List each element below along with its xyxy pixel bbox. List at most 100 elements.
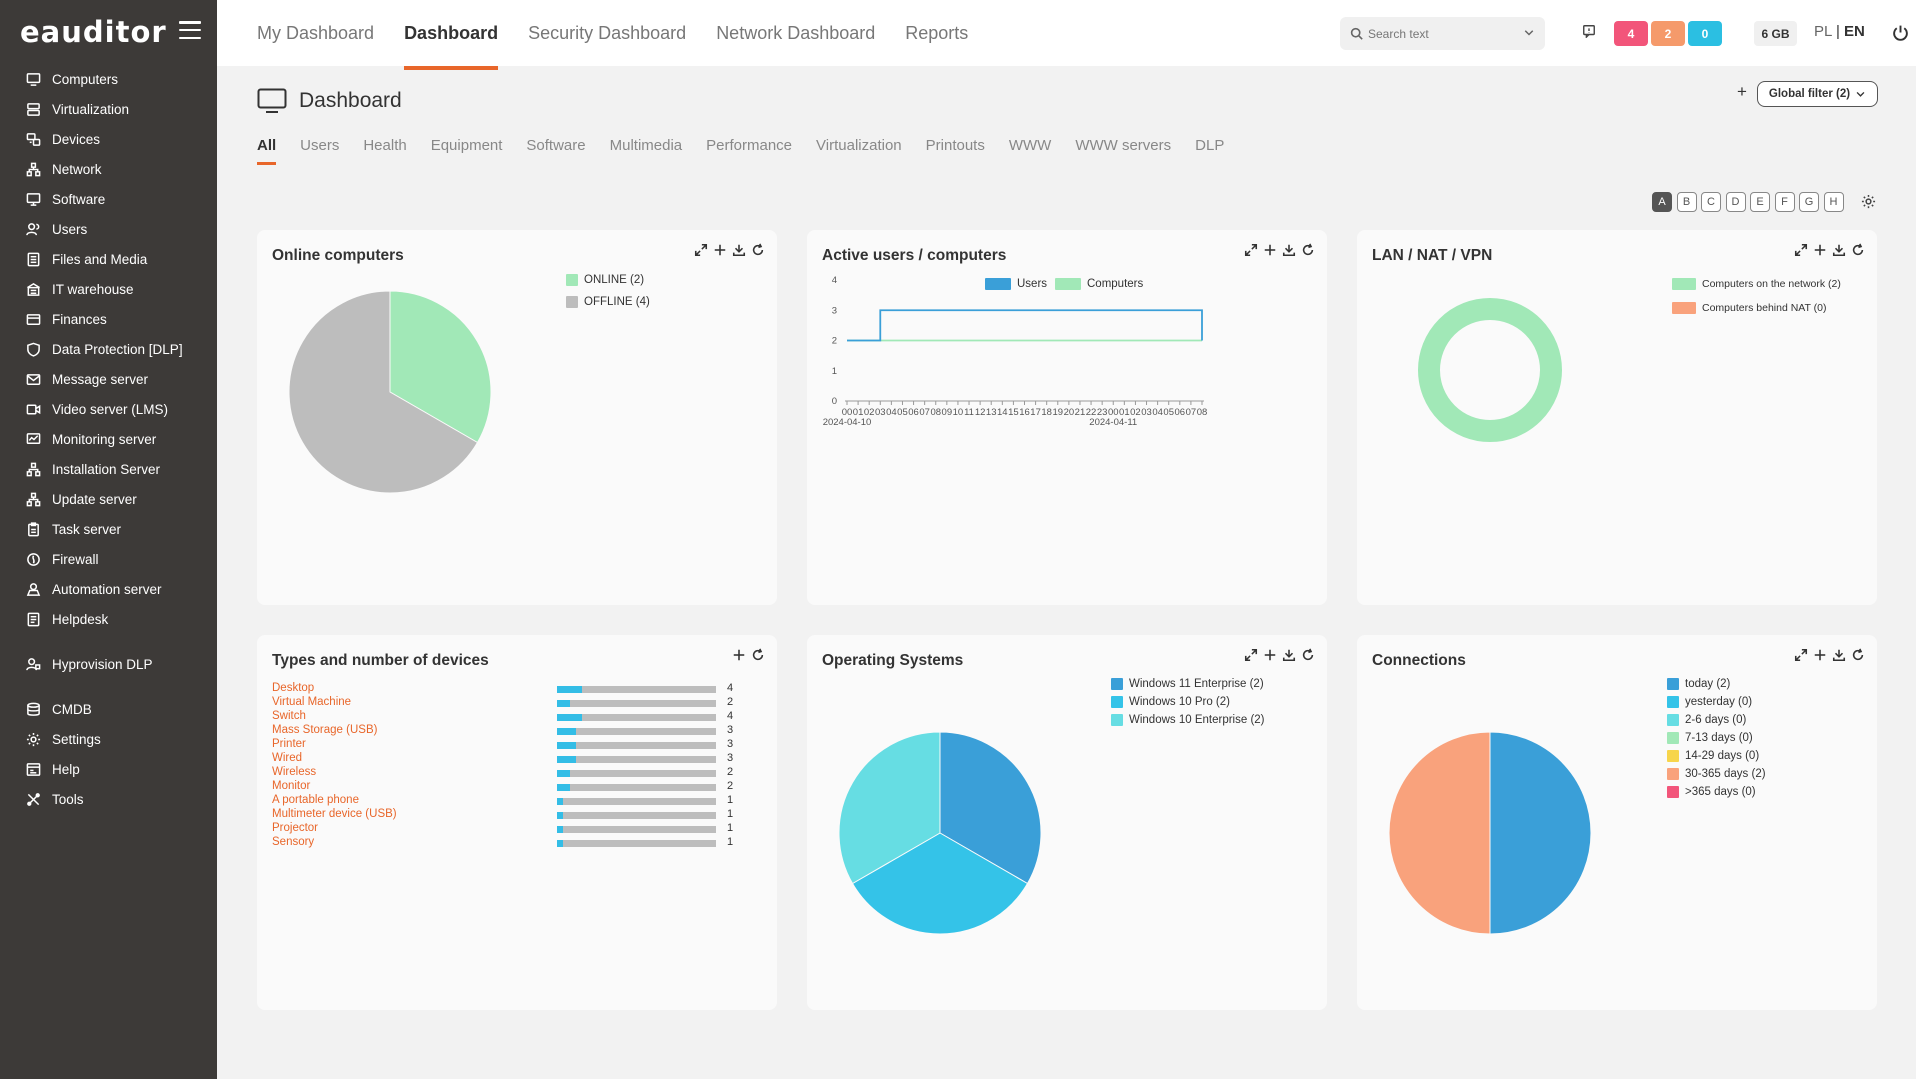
lang-en[interactable]: EN bbox=[1844, 23, 1865, 40]
sidebar-item-automation-server[interactable]: Automation server bbox=[0, 574, 217, 604]
sidebar-item-help[interactable]: Help bbox=[0, 754, 217, 784]
pie-slice-30-365-days-2[interactable] bbox=[1388, 731, 1491, 935]
expand-icon[interactable] bbox=[694, 243, 708, 257]
hamburger-menu-icon[interactable] bbox=[179, 21, 201, 39]
expand-icon[interactable] bbox=[1794, 648, 1808, 662]
subtab-printouts[interactable]: Printouts bbox=[925, 137, 985, 154]
device-type-link[interactable]: Mass Storage (USB) bbox=[272, 724, 378, 736]
add-icon[interactable] bbox=[1813, 648, 1827, 662]
add-icon[interactable] bbox=[732, 648, 746, 662]
sidebar-item-video-server-lms[interactable]: Video server (LMS) bbox=[0, 394, 217, 424]
pie-slice-today-2[interactable] bbox=[1489, 731, 1592, 935]
sidebar-item-update-server[interactable]: Update server bbox=[0, 484, 217, 514]
device-row[interactable]: Virtual Machine 2 bbox=[272, 696, 752, 713]
device-row[interactable]: Switch 4 bbox=[272, 710, 752, 727]
lang-pl[interactable]: PL bbox=[1814, 23, 1832, 40]
device-row[interactable]: A portable phone 1 bbox=[272, 794, 752, 811]
device-type-link[interactable]: Printer bbox=[272, 738, 306, 750]
legend-online[interactable]: ONLINE (2) bbox=[566, 274, 644, 286]
sidebar-item-message-server[interactable]: Message server bbox=[0, 364, 217, 394]
expand-icon[interactable] bbox=[1244, 648, 1258, 662]
sidebar-item-task-server[interactable]: Task server bbox=[0, 514, 217, 544]
sidebar-item-computers[interactable]: Computers bbox=[0, 64, 217, 94]
sidebar-item-network[interactable]: Network bbox=[0, 154, 217, 184]
sidebar-item-settings[interactable]: Settings bbox=[0, 724, 217, 754]
device-type-link[interactable]: Desktop bbox=[272, 682, 315, 694]
device-row[interactable]: Desktop 4 bbox=[272, 682, 752, 699]
device-type-link[interactable]: Monitor bbox=[272, 780, 311, 792]
tab-security-dashboard[interactable]: Security Dashboard bbox=[528, 22, 687, 43]
notification-icon[interactable] bbox=[1582, 24, 1596, 38]
device-row[interactable]: Mass Storage (USB) 3 bbox=[272, 724, 752, 741]
layout-button-b[interactable]: B bbox=[1676, 192, 1697, 212]
donut-segment-computers-on-the-network-2[interactable] bbox=[1418, 298, 1562, 442]
refresh-icon[interactable] bbox=[751, 243, 765, 257]
legend-item-windows-10-pro-2[interactable]: Windows 10 Pro (2) bbox=[1111, 696, 1230, 708]
device-row[interactable]: Multimeter device (USB) 1 bbox=[272, 808, 752, 825]
sidebar-item-tools[interactable]: Tools bbox=[0, 784, 217, 814]
download-icon[interactable] bbox=[732, 243, 746, 257]
add-icon[interactable] bbox=[1263, 243, 1277, 257]
tab-my-dashboard[interactable]: My Dashboard bbox=[257, 22, 375, 43]
refresh-icon[interactable] bbox=[751, 648, 765, 662]
pie-slice-windows-10-enterprise-2[interactable] bbox=[838, 731, 941, 885]
sidebar-item-data-protection-dlp[interactable]: Data Protection [DLP] bbox=[0, 334, 217, 364]
legend-item-365-days-0[interactable]: >365 days (0) bbox=[1667, 786, 1756, 798]
legend-on-network[interactable]: Computers on the network (2) bbox=[1672, 278, 1841, 290]
legend-offline[interactable]: OFFLINE (4) bbox=[566, 296, 650, 308]
sidebar-item-devices[interactable]: Devices bbox=[0, 124, 217, 154]
subtab-performance[interactable]: Performance bbox=[706, 137, 793, 154]
layout-button-f[interactable]: F bbox=[1774, 192, 1795, 212]
series-line-users[interactable] bbox=[847, 309, 1203, 342]
refresh-icon[interactable] bbox=[1301, 243, 1315, 257]
sidebar-item-monitoring-server[interactable]: Monitoring server bbox=[0, 424, 217, 454]
device-type-link[interactable]: Projector bbox=[272, 822, 319, 834]
global-filter-button[interactable]: Global filter (2) bbox=[1757, 81, 1878, 107]
subtab-www[interactable]: WWW bbox=[1008, 137, 1052, 154]
subtab-all[interactable]: All bbox=[257, 137, 277, 165]
pie-slice-offline-4[interactable] bbox=[288, 290, 479, 494]
sidebar-item-virtualization[interactable]: Virtualization bbox=[0, 94, 217, 124]
pie-slice-online-2[interactable] bbox=[389, 290, 492, 444]
sidebar-item-firewall[interactable]: Firewall bbox=[0, 544, 217, 574]
download-icon[interactable] bbox=[1832, 243, 1846, 257]
device-type-link[interactable]: Wireless bbox=[272, 766, 317, 778]
search-input[interactable] bbox=[1368, 26, 1518, 41]
legend-item-windows-10-enterprise-2[interactable]: Windows 10 Enterprise (2) bbox=[1111, 714, 1265, 726]
layout-button-g[interactable]: G bbox=[1799, 192, 1819, 212]
tab-dashboard[interactable]: Dashboard bbox=[404, 0, 499, 70]
sidebar-item-helpdesk[interactable]: Helpdesk bbox=[0, 604, 217, 634]
device-row[interactable]: Wired 3 bbox=[272, 752, 752, 769]
refresh-icon[interactable] bbox=[1851, 648, 1865, 662]
gear-icon[interactable] bbox=[1861, 194, 1876, 209]
legend-behind-nat[interactable]: Computers behind NAT (0) bbox=[1672, 302, 1827, 314]
sidebar-item-software[interactable]: Software bbox=[0, 184, 217, 214]
subtab-health[interactable]: Health bbox=[363, 137, 407, 154]
device-row[interactable]: Monitor 2 bbox=[272, 780, 752, 797]
layout-button-d[interactable]: D bbox=[1725, 192, 1746, 212]
alert-badge-critical[interactable]: 4 bbox=[1614, 21, 1648, 46]
add-icon[interactable] bbox=[1813, 243, 1827, 257]
subtab-users[interactable]: Users bbox=[300, 137, 340, 154]
logo[interactable]: eauditor bbox=[20, 15, 167, 49]
device-row[interactable]: Printer 3 bbox=[272, 738, 752, 755]
refresh-icon[interactable] bbox=[1301, 648, 1315, 662]
pie-slice-windows-11-enterprise-2[interactable] bbox=[939, 731, 1042, 885]
layout-button-h[interactable]: H bbox=[1823, 192, 1844, 212]
subtab-multimedia[interactable]: Multimedia bbox=[609, 137, 683, 154]
add-icon[interactable] bbox=[1263, 648, 1277, 662]
refresh-icon[interactable] bbox=[1851, 243, 1865, 257]
subtab-dlp[interactable]: DLP bbox=[1195, 137, 1225, 154]
alert-badge-info[interactable]: 0 bbox=[1688, 21, 1722, 46]
add-widget-button[interactable]: + bbox=[1737, 82, 1747, 101]
legend-users[interactable]: Users bbox=[985, 278, 1047, 290]
device-row[interactable]: Projector 1 bbox=[272, 822, 752, 839]
subtab-www-servers[interactable]: WWW servers bbox=[1075, 137, 1172, 154]
alert-badge-warning[interactable]: 2 bbox=[1651, 21, 1685, 46]
sidebar-item-files-and-media[interactable]: Files and Media bbox=[0, 244, 217, 274]
sidebar-item-finances[interactable]: Finances bbox=[0, 304, 217, 334]
add-icon[interactable] bbox=[713, 243, 727, 257]
sidebar-item-users[interactable]: Users bbox=[0, 214, 217, 244]
expand-icon[interactable] bbox=[1794, 243, 1808, 257]
layout-button-c[interactable]: C bbox=[1701, 192, 1721, 212]
